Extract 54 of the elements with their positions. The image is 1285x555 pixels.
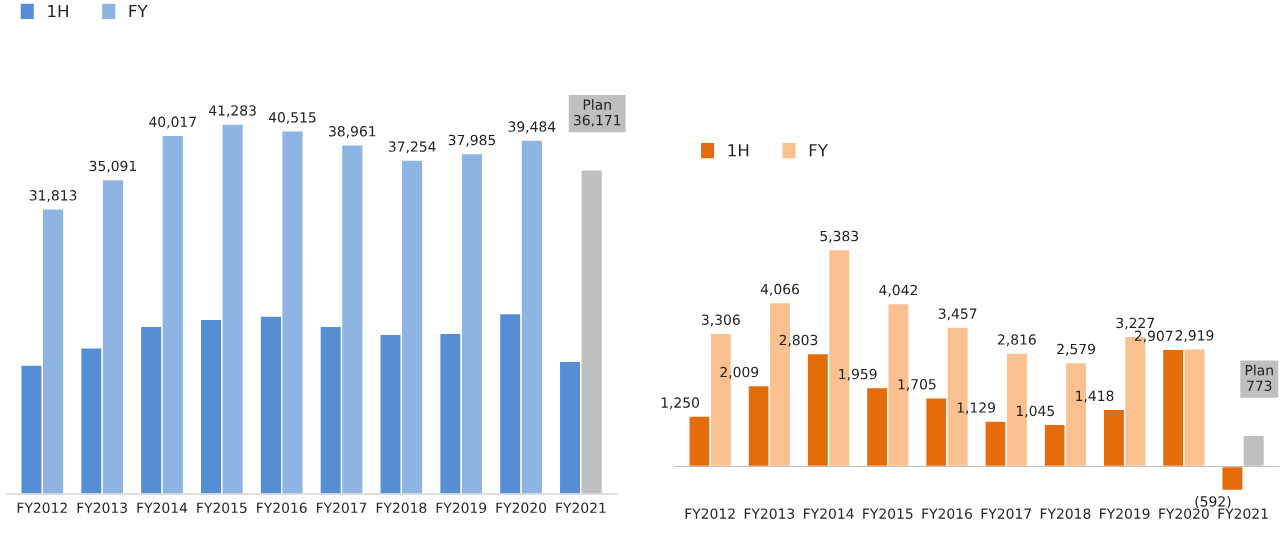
data-label: 4,042 <box>879 284 917 297</box>
data-label: 5,383 <box>820 230 858 243</box>
data-label: 35,091 <box>89 160 136 173</box>
x-tick-label: FY2012 <box>17 502 67 514</box>
x-tick-label: FY2017 <box>981 508 1031 519</box>
x-tick-label: FY2021 <box>1218 508 1268 519</box>
data-label: 2,803 <box>779 334 818 347</box>
legend-label: FY <box>129 4 148 18</box>
data-label: 2,919 <box>1175 330 1214 342</box>
x-tick-label: FY2019 <box>1100 508 1150 519</box>
x-tick-label: FY2012 <box>685 508 735 519</box>
legend-label: 1H <box>728 144 749 157</box>
data-label: 2,816 <box>998 334 1036 347</box>
x-tick-label: FY2015 <box>197 502 247 514</box>
data-label: 39,484 <box>508 121 556 134</box>
x-tick-label: FY2014 <box>137 502 188 514</box>
data-label: 2,579 <box>1057 343 1095 356</box>
x-tick-label: FY2013 <box>77 502 127 514</box>
data-label: 38,961 <box>329 126 376 138</box>
x-tick-label: FY2017 <box>316 502 367 514</box>
data-label: 1,250 <box>661 397 700 410</box>
data-label: 2,907 <box>1134 330 1173 343</box>
x-tick-label: FY2015 <box>863 508 913 519</box>
data-label: 3,306 <box>701 314 740 327</box>
x-tick-label: FY2019 <box>436 502 487 514</box>
data-label: 1,705 <box>898 379 936 391</box>
data-label: 1,418 <box>1076 390 1114 403</box>
data-label: 3,457 <box>938 308 977 321</box>
data-label: Plan 36,171 <box>573 99 621 127</box>
data-label: 37,985 <box>448 134 496 147</box>
x-tick-label: FY2018 <box>376 502 427 514</box>
data-label: 1,959 <box>839 368 877 381</box>
data-label: 41,283 <box>209 105 256 118</box>
data-label: 2,009 <box>720 366 759 379</box>
x-tick-label: FY2016 <box>257 502 307 514</box>
x-tick-label: FY2013 <box>744 508 795 519</box>
data-label: 4,066 <box>760 283 800 296</box>
x-tick-label: FY2020 <box>496 502 547 514</box>
data-label: 37,254 <box>388 141 436 154</box>
x-tick-label: FY2020 <box>1159 508 1209 519</box>
data-label: 1,129 <box>957 402 996 415</box>
x-tick-label: FY2016 <box>922 508 973 519</box>
data-label: 1,045 <box>1016 405 1054 418</box>
x-tick-label: FY2018 <box>1040 508 1091 519</box>
data-label: (592) <box>1195 495 1231 509</box>
legend-label: FY <box>809 144 828 157</box>
data-label: 31,813 <box>29 190 77 202</box>
data-label: 40,515 <box>268 112 316 124</box>
x-tick-label: FY2014 <box>804 508 854 519</box>
x-tick-label: FY2021 <box>556 502 606 514</box>
data-label: 3,227 <box>1116 317 1154 330</box>
data-label: Plan 773 <box>1245 364 1273 391</box>
legend-label: 1H <box>48 4 68 18</box>
data-label: 40,017 <box>149 116 196 129</box>
